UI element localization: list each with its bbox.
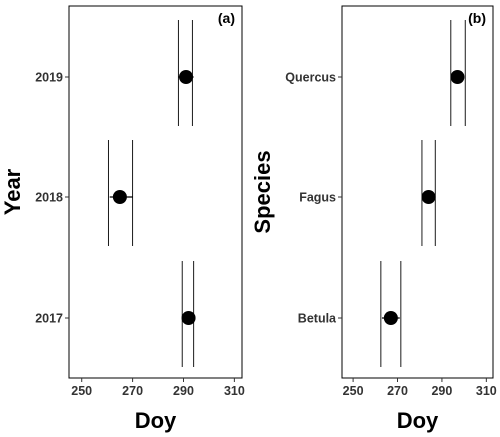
x-tick-label: 290 xyxy=(431,384,452,398)
data-point xyxy=(181,311,196,325)
panel-label: (a) xyxy=(218,10,235,26)
data-point xyxy=(179,70,194,84)
x-tick-label: 270 xyxy=(387,384,408,398)
panel-b: (b) 250 270 290 310 Betula Fagus Quercus Doy Spec… xyxy=(250,5,497,433)
data-point xyxy=(112,190,127,204)
panel-frame xyxy=(68,5,243,379)
data-point xyxy=(421,190,436,204)
x-tick-label: 250 xyxy=(71,384,92,398)
y-axis-title: Year xyxy=(0,168,25,215)
x-tick-label: 250 xyxy=(343,384,364,398)
x-tick-label: 270 xyxy=(122,384,143,398)
x-tick-label: 290 xyxy=(173,384,194,398)
y-tick-label: Fagus xyxy=(299,191,336,205)
y-axis-title: Species xyxy=(250,150,275,233)
y-tick-label: Quercus xyxy=(285,71,336,85)
y-tick-label: 2019 xyxy=(35,71,63,85)
x-axis-title: Doy xyxy=(135,408,177,433)
data-point xyxy=(383,311,398,325)
panel-frame xyxy=(341,5,494,379)
panel-label: (b) xyxy=(468,10,486,26)
y-tick-label: 2018 xyxy=(35,191,63,205)
data-point xyxy=(450,70,465,84)
y-tick-label: 2017 xyxy=(35,312,63,326)
x-tick-label: 310 xyxy=(476,384,497,398)
panel-a: (a) 250 270 290 310 2017 2018 2019 Doy Year xyxy=(0,5,245,433)
y-tick-label: Betula xyxy=(298,312,337,326)
x-axis-title: Doy xyxy=(397,408,439,433)
x-tick-label: 310 xyxy=(224,384,245,398)
